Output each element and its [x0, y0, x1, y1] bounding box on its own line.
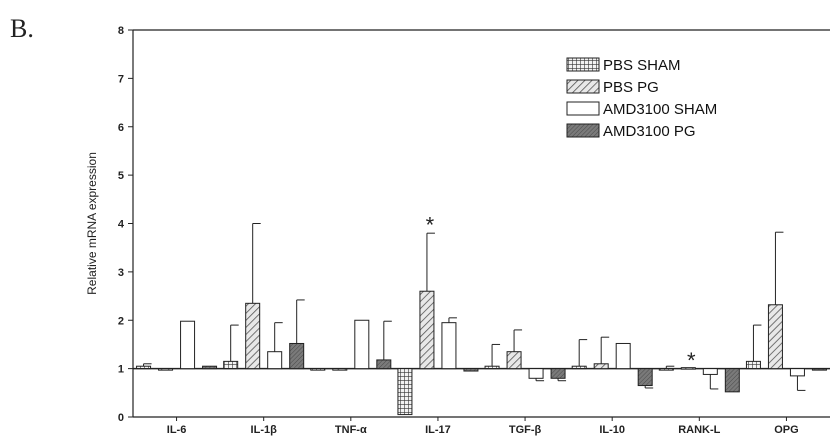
bar — [289, 342, 305, 370]
bar — [419, 290, 435, 370]
y-tick-label: 8 — [118, 25, 124, 37]
bar — [484, 365, 500, 370]
x-tick-label: IL-17 — [425, 424, 451, 436]
bar — [441, 322, 457, 370]
bar — [550, 368, 566, 379]
bar — [202, 365, 218, 370]
legend-label: AMD3100 SHAM — [603, 101, 717, 118]
legend-label: AMD3100 PG — [603, 123, 696, 140]
bar — [223, 360, 239, 370]
bar — [267, 351, 283, 370]
x-tick-label: IL-6 — [167, 424, 187, 436]
bar — [376, 359, 392, 370]
bar — [332, 368, 348, 371]
bar — [245, 302, 261, 370]
bar — [811, 368, 827, 371]
y-tick-label: 0 — [118, 412, 124, 424]
y-tick-label: 1 — [118, 364, 124, 376]
y-tick-label: 4 — [118, 219, 125, 231]
y-tick-label: 7 — [118, 73, 124, 85]
significance-asterisk: * — [687, 348, 696, 373]
legend-swatch — [566, 57, 600, 72]
x-tick-label: IL-10 — [599, 424, 625, 436]
legend-swatch — [566, 79, 600, 94]
bar — [637, 368, 653, 387]
legend-label: PBS SHAM — [603, 57, 681, 74]
x-tick-label: TGF-β — [509, 424, 542, 436]
bar — [397, 368, 413, 416]
bar — [310, 368, 326, 371]
x-tick-label: RANK-L — [678, 424, 720, 436]
legend-label: PBS PG — [603, 79, 659, 96]
bar — [680, 367, 696, 370]
panel-label: B. — [10, 14, 34, 43]
y-tick-label: 3 — [118, 267, 124, 279]
bar — [615, 342, 631, 370]
x-tick-label: OPG — [774, 424, 798, 436]
bar — [528, 368, 544, 379]
x-tick-label: IL-1β — [251, 424, 278, 436]
bar — [724, 368, 740, 393]
bar — [571, 365, 587, 370]
legend: PBS SHAM PBS PG AMD3100 SHAM AMD3100 PG — [566, 57, 717, 140]
significance-asterisk: * — [426, 213, 435, 238]
bar — [658, 368, 674, 371]
bar — [136, 365, 152, 370]
bar — [767, 304, 783, 370]
legend-swatch — [566, 123, 600, 138]
bar — [354, 319, 370, 370]
bar — [702, 368, 718, 375]
y-tick-label: 6 — [118, 122, 124, 134]
y-tick-label: 2 — [118, 315, 124, 327]
y-axis-label: Relative mRNA expression — [85, 152, 99, 295]
legend-swatch — [566, 101, 600, 116]
bar — [593, 363, 609, 370]
bar — [789, 368, 805, 377]
bar — [745, 360, 761, 370]
bar — [463, 368, 479, 372]
bar — [506, 351, 522, 370]
y-tick-label: 5 — [118, 170, 124, 182]
x-tick-label: TNF-α — [335, 424, 367, 436]
bar — [158, 368, 174, 371]
bar — [180, 320, 196, 370]
